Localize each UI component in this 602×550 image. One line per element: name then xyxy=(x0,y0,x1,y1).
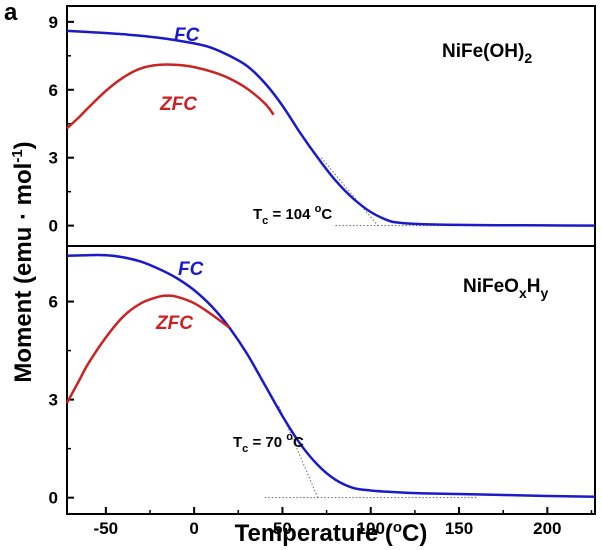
panel-letter: a xyxy=(4,0,18,26)
x-tick-label: -50 xyxy=(94,519,119,538)
bottom-fc-curve xyxy=(66,253,596,498)
x-tick-label: 150 xyxy=(445,519,473,538)
top-sample-label: NiFe(OH)2 xyxy=(442,41,532,66)
x-tick-label: 100 xyxy=(357,519,385,538)
bottom-y-tick-label: 6 xyxy=(49,293,58,312)
chart-marks: 0 3 6 9 0 3 6 -50 0 50 100 150 200 xyxy=(49,13,596,538)
top-y-tick-label: 0 xyxy=(49,217,58,236)
x-tick-label: 0 xyxy=(189,519,198,538)
bottom-fc-label: FC xyxy=(178,259,204,280)
top-y-tick-label: 9 xyxy=(49,13,58,32)
bottom-zfc-label: ZFC xyxy=(155,313,193,334)
y-axis-title: Moment (emu · mol-1) xyxy=(9,141,37,382)
bottom-zfc-curve xyxy=(65,294,231,404)
top-zfc-curve xyxy=(66,63,275,130)
top-fc-curve xyxy=(66,29,596,227)
bottom-y-tick-label: 3 xyxy=(49,391,58,410)
top-zfc-label: ZFC xyxy=(159,94,197,115)
bottom-tc-guide-line xyxy=(278,405,319,498)
x-axis-title: Temperature (oC) xyxy=(235,519,428,547)
x-tick-label: 200 xyxy=(533,519,561,538)
bottom-sample-label: NiFeOxHy xyxy=(463,276,548,301)
plot-frame xyxy=(66,5,596,515)
top-fc-label: FC xyxy=(174,25,200,46)
x-tick-label: 50 xyxy=(273,519,292,538)
bottom-tc-label: Tc = 70 oC xyxy=(233,431,304,455)
top-y-tick-label: 6 xyxy=(49,81,58,100)
top-tc-guide-line xyxy=(320,157,379,226)
top-tc-label: Tc = 104 oC xyxy=(253,203,332,227)
top-y-tick-label: 3 xyxy=(49,149,58,168)
bottom-y-tick-label: 0 xyxy=(49,489,58,508)
